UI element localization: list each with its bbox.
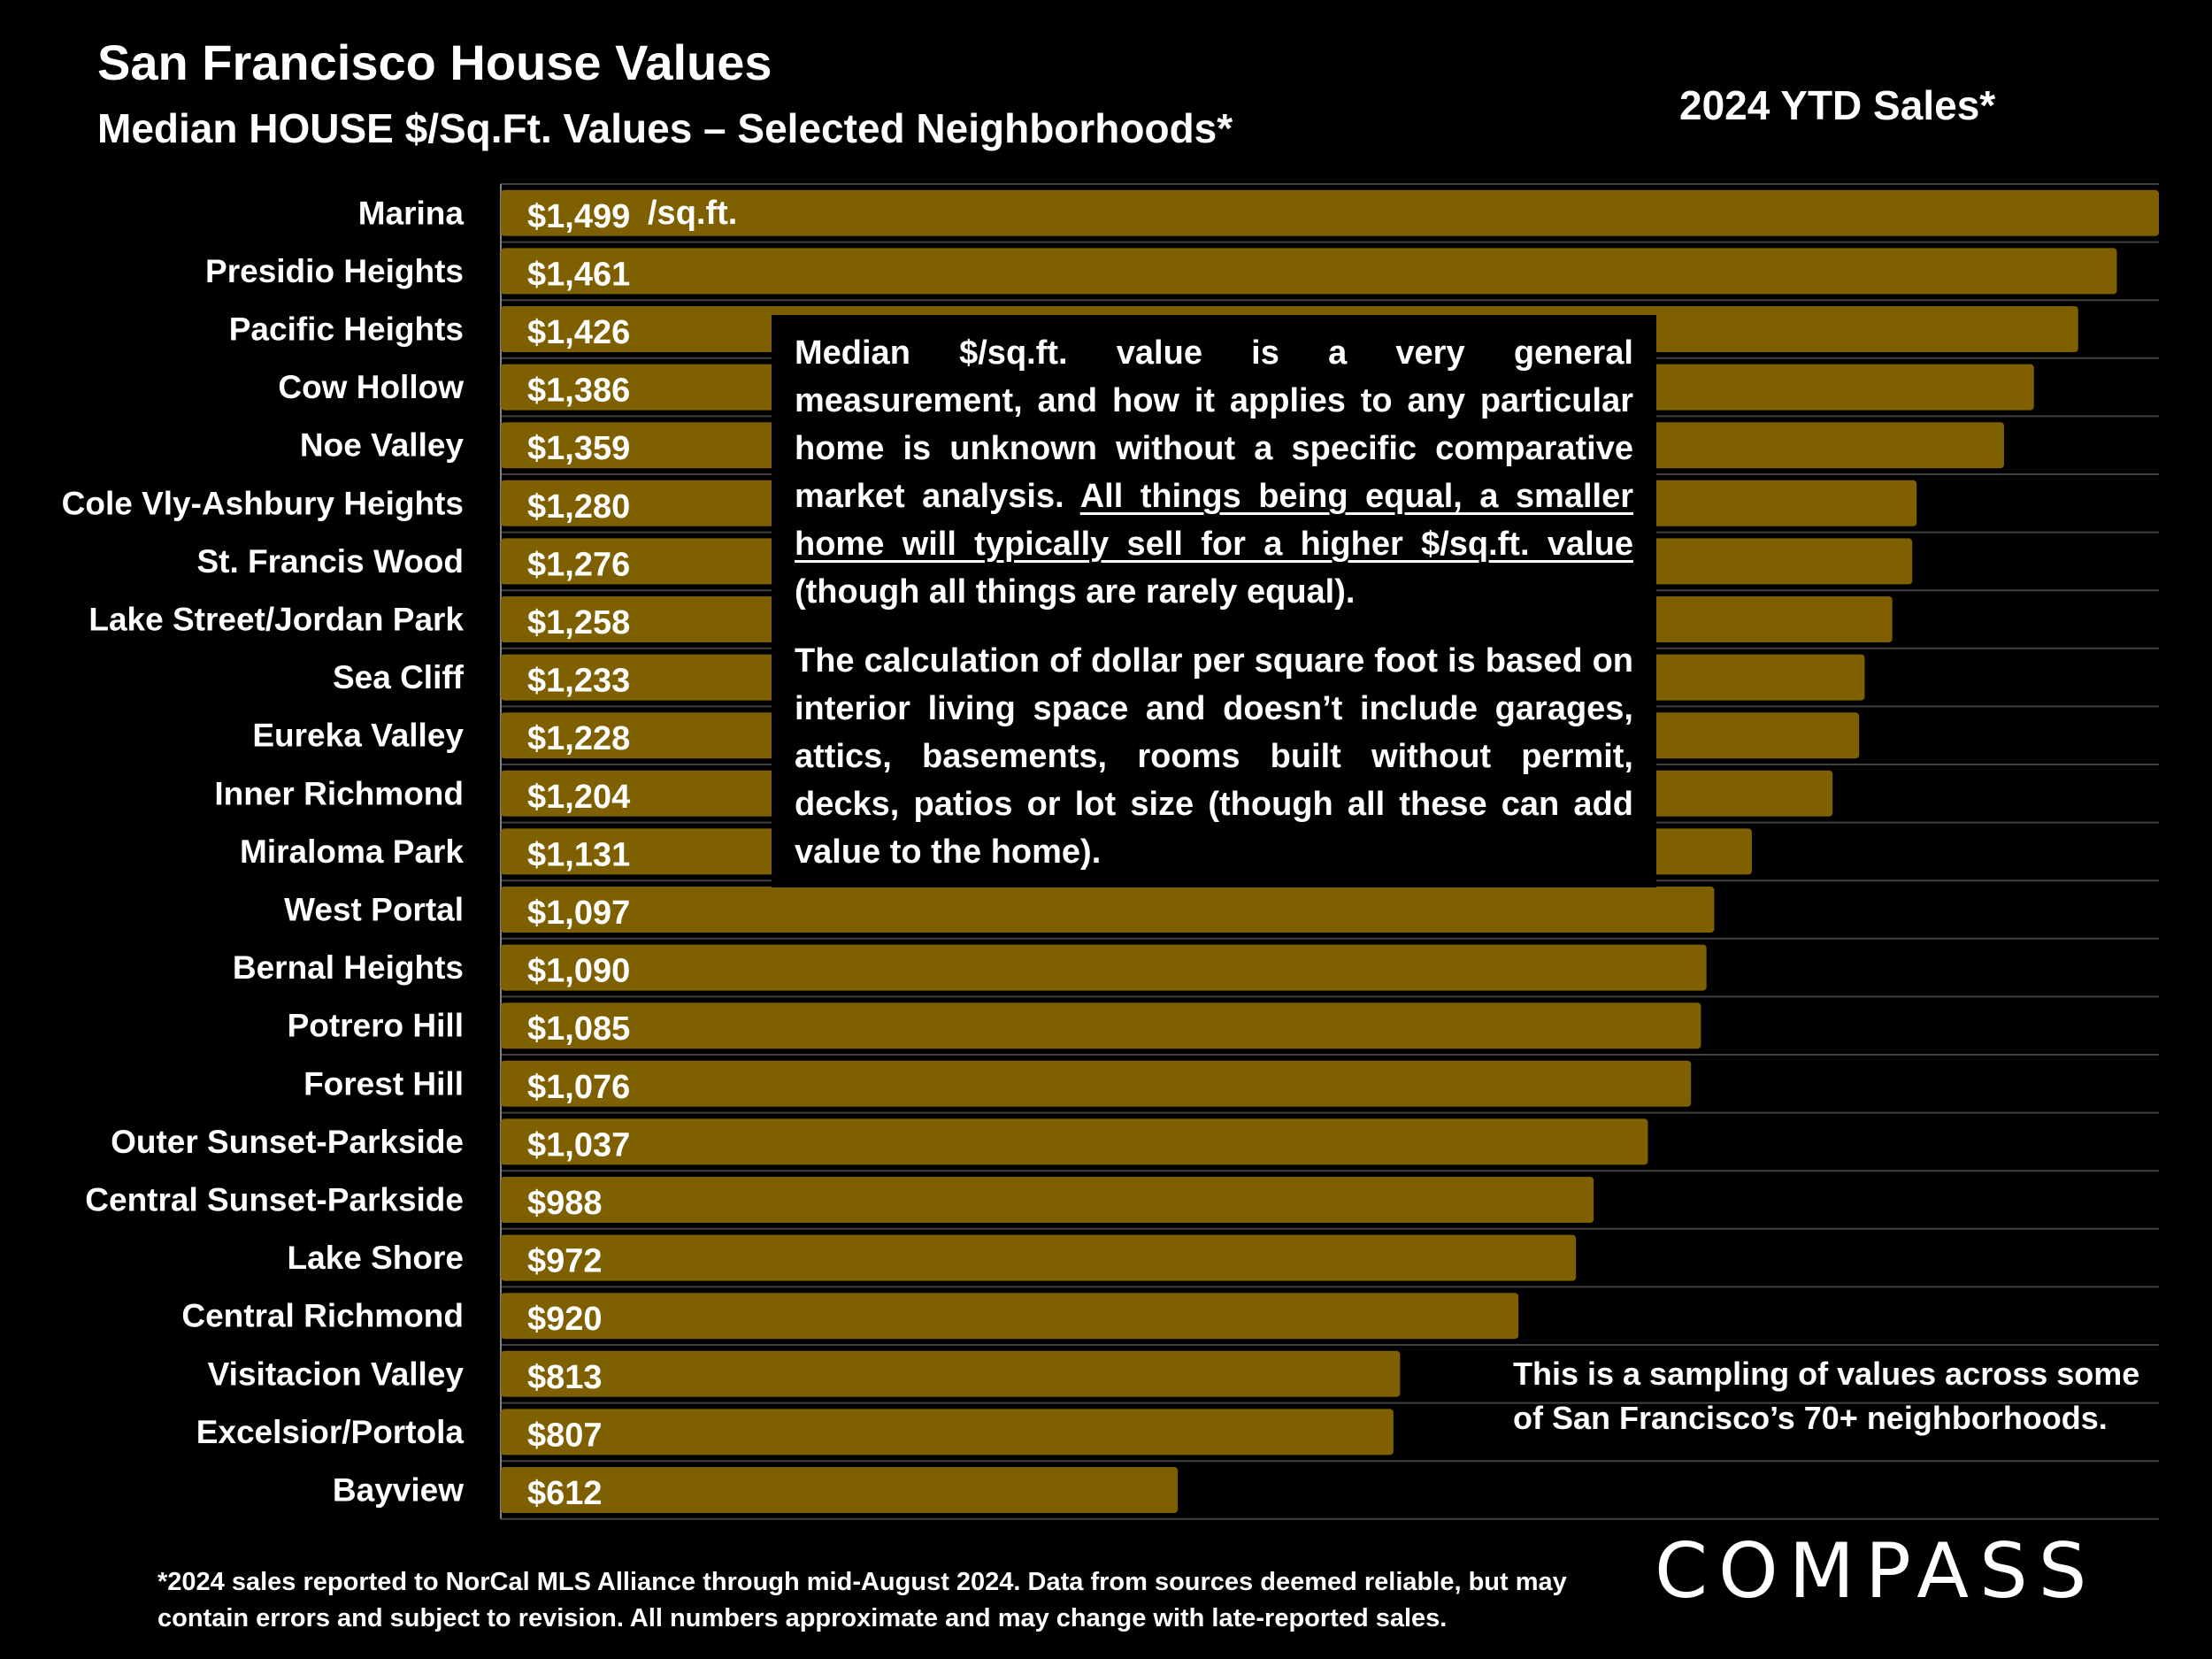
- data-label: $1,386: [527, 373, 630, 410]
- data-label: $972: [527, 1243, 603, 1280]
- bar: [501, 189, 2159, 236]
- period-label: 2024 YTD Sales*: [1679, 82, 1996, 128]
- category-label: Cow Hollow: [278, 369, 464, 405]
- category-label: Lake Street/Jordan Park: [88, 602, 464, 638]
- category-label: Noe Valley: [300, 427, 465, 464]
- data-label: $1,228: [527, 720, 630, 757]
- category-label: Sea Cliff: [333, 659, 465, 695]
- category-label: Pacific Heights: [229, 311, 464, 348]
- data-label: $1,233: [527, 663, 630, 700]
- data-label: $1,131: [527, 836, 630, 873]
- compass-logo: COMPASS: [1655, 1527, 2098, 1616]
- note-p1-underlined: All things being equal, a smaller home w…: [795, 478, 1634, 563]
- sampling-note: This is a sampling of values across some…: [1513, 1356, 2140, 1436]
- data-label: $807: [527, 1417, 603, 1454]
- category-label: Miraloma Park: [240, 833, 464, 870]
- data-label: $1,359: [527, 430, 630, 467]
- data-label: $1,085: [527, 1010, 630, 1048]
- category-label: Visitacion Valley: [208, 1356, 465, 1392]
- data-label: $1,499: [527, 198, 630, 235]
- data-label: $1,280: [527, 488, 630, 526]
- category-label: Eureka Valley: [252, 718, 464, 754]
- data-label: $1,076: [527, 1069, 630, 1106]
- note-p1-tail: (though all things are rarely equal).: [795, 573, 1356, 611]
- bar: [501, 1409, 1394, 1455]
- category-label: Central Richmond: [181, 1298, 464, 1334]
- category-label: Potrero Hill: [288, 1008, 464, 1044]
- bar: [501, 944, 1707, 991]
- data-label: $1,461: [527, 256, 630, 293]
- category-label: Bayview: [333, 1472, 464, 1509]
- page-title: San Francisco House Values: [97, 35, 772, 90]
- bar: [501, 1118, 1648, 1165]
- data-label: $1,204: [527, 779, 630, 816]
- bar: [501, 1293, 1519, 1340]
- data-label: $1,426: [527, 314, 630, 351]
- note-p1-text: Median $/sq.ft. value is a very general …: [795, 334, 1633, 515]
- data-label: $1,090: [527, 953, 630, 990]
- data-label: $1,258: [527, 604, 630, 641]
- data-label: $1,097: [527, 895, 630, 932]
- bar: [501, 1177, 1594, 1223]
- category-label: Inner Richmond: [214, 775, 464, 811]
- bar: [501, 1002, 1701, 1049]
- data-label: $612: [527, 1475, 603, 1512]
- data-label: $813: [527, 1359, 603, 1396]
- page-subtitle: Median HOUSE $/Sq.Ft. Values – Selected …: [97, 105, 1233, 151]
- data-label: $1,037: [527, 1126, 630, 1164]
- bar: [501, 248, 2117, 295]
- bar: [501, 1234, 1577, 1281]
- category-label: Marina: [358, 195, 465, 231]
- category-label: Central Sunset-Parkside: [85, 1182, 464, 1218]
- category-label: Outer Sunset-Parkside: [111, 1124, 464, 1160]
- data-label: $988: [527, 1185, 603, 1222]
- category-label: Excelsior/Portola: [196, 1414, 465, 1450]
- category-label: St. Francis Wood: [196, 543, 464, 580]
- bar: [501, 1350, 1401, 1397]
- methodology-note: Median $/sq.ft. value is a very general …: [772, 315, 1656, 887]
- unit-label: /sq.ft.: [648, 195, 737, 232]
- category-label: West Portal: [284, 892, 464, 928]
- category-label: Bernal Heights: [233, 949, 464, 986]
- category-label: Forest Hill: [303, 1065, 464, 1102]
- data-label: $1,276: [527, 546, 630, 583]
- data-label: $920: [527, 1301, 603, 1338]
- note-paragraph-2: The calculation of dollar per square foo…: [795, 642, 1633, 871]
- category-label: Cole Vly-Ashbury Heights: [62, 485, 464, 521]
- note-paragraph-1: Median $/sq.ft. value is a very general …: [795, 329, 1633, 616]
- bar: [501, 887, 1715, 933]
- bar: [501, 1060, 1692, 1107]
- category-label: Lake Shore: [288, 1240, 464, 1276]
- footnote: *2024 sales reported to NorCal MLS Allia…: [157, 1568, 1567, 1632]
- bar: [501, 1467, 1179, 1513]
- category-label: Presidio Heights: [205, 253, 464, 289]
